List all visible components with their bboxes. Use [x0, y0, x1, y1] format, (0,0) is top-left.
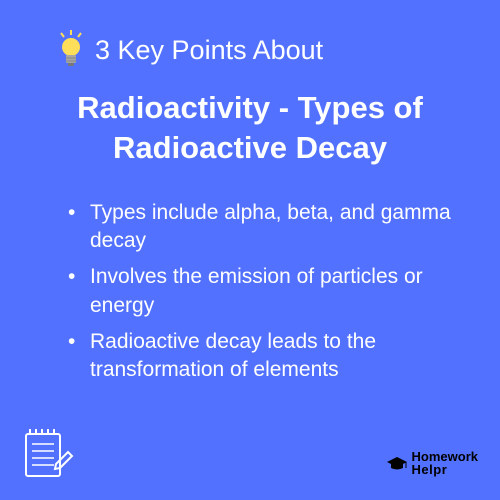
main-title: Radioactivity - Types of Radioactive Dec…: [40, 88, 460, 169]
brand-line2: Helpr: [412, 464, 478, 476]
notepad-icon: [22, 426, 78, 482]
list-item: Involves the emission of particles or en…: [68, 263, 460, 320]
pretitle-text: 3 Key Points About: [95, 35, 323, 66]
graduation-cap-icon: [386, 456, 408, 472]
lightbulb-icon: [55, 30, 87, 70]
brand-logo: Homework Helpr: [386, 451, 478, 476]
key-points-list: Types include alpha, beta, and gamma dec…: [40, 199, 460, 385]
list-item: Types include alpha, beta, and gamma dec…: [68, 199, 460, 256]
header-row: 3 Key Points About: [55, 30, 460, 70]
brand-text: Homework Helpr: [412, 451, 478, 476]
list-item: Radioactive decay leads to the transform…: [68, 328, 460, 385]
